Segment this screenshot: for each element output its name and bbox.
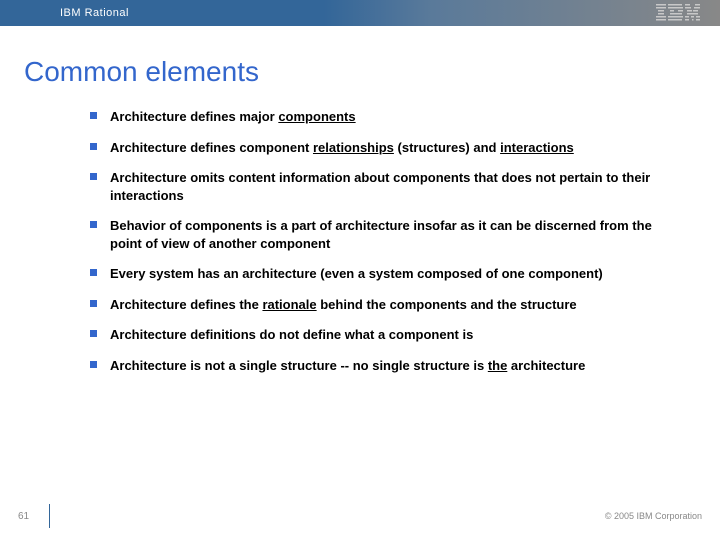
bullet-list: Architecture defines major components Ar… [90, 108, 680, 374]
page-number: 61 [18, 511, 29, 522]
copyright: © 2005 IBM Corporation [605, 511, 702, 521]
list-item: Every system has an architecture (even a… [90, 265, 680, 283]
list-item: Architecture defines component relations… [90, 139, 680, 157]
list-item: Architecture definitions do not define w… [90, 326, 680, 344]
page-title: Common elements [24, 56, 720, 88]
header-brand: IBM Rational [60, 7, 129, 19]
footer-divider [49, 504, 50, 528]
list-item: Architecture defines the rationale behin… [90, 296, 680, 314]
header-bar: IBM Rational [0, 0, 720, 26]
footer: 61 © 2005 IBM Corporation [0, 504, 720, 528]
ibm-logo-icon [656, 4, 700, 22]
content-area: Architecture defines major components Ar… [0, 108, 720, 374]
list-item: Architecture defines major components [90, 108, 680, 126]
list-item: Behavior of components is a part of arch… [90, 217, 680, 252]
list-item: Architecture is not a single structure -… [90, 357, 680, 375]
list-item: Architecture omits content information a… [90, 169, 680, 204]
